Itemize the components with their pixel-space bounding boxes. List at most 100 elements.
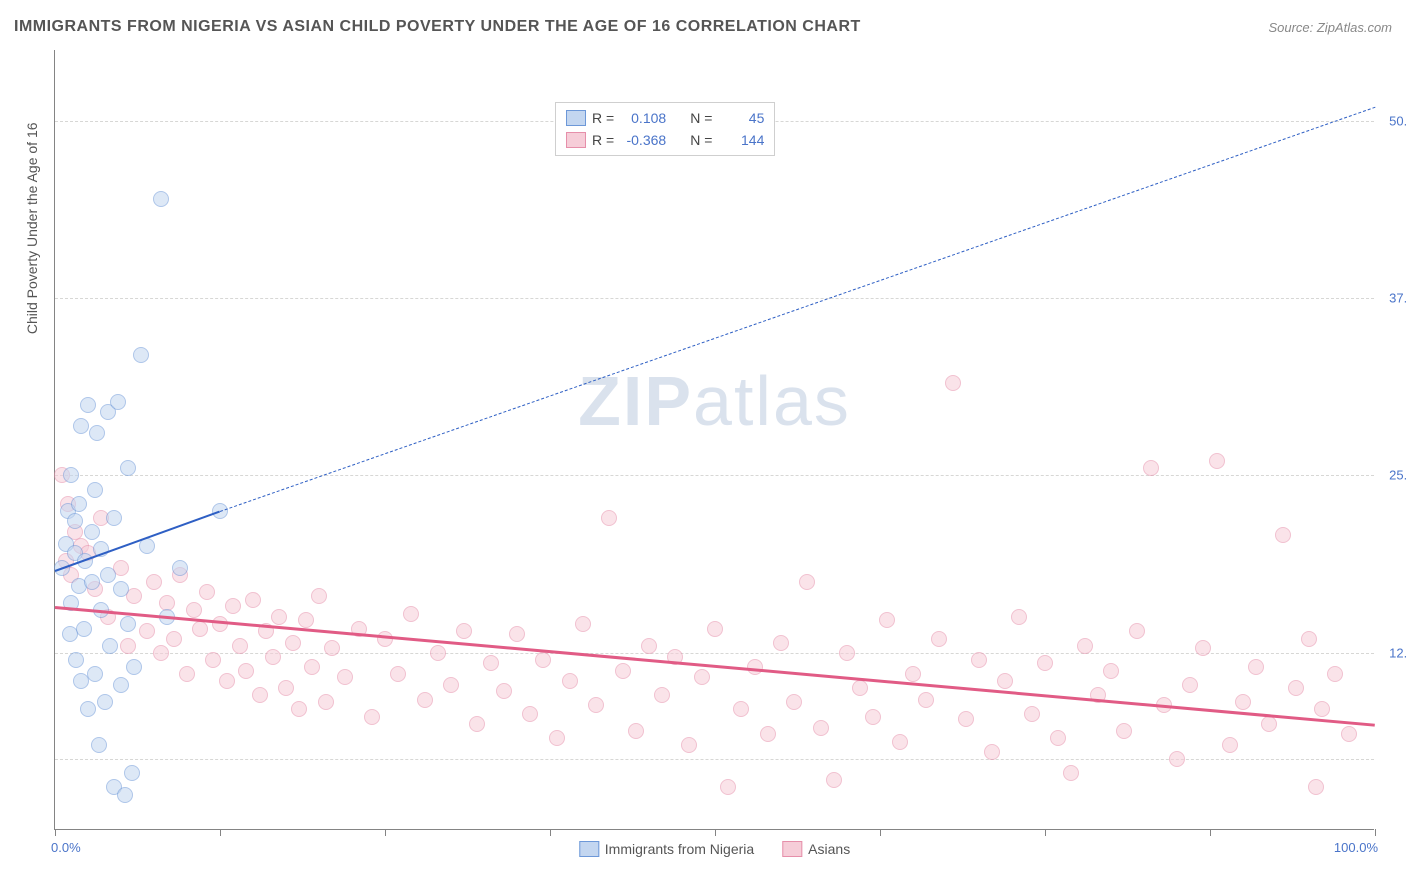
legend-r-label: R = xyxy=(592,110,614,126)
data-point xyxy=(852,680,868,696)
data-point xyxy=(1182,677,1198,693)
data-point xyxy=(681,737,697,753)
data-point xyxy=(945,375,961,391)
data-point xyxy=(252,687,268,703)
legend-n-label: N = xyxy=(690,110,712,126)
data-point xyxy=(139,538,155,554)
data-point xyxy=(390,666,406,682)
data-point xyxy=(324,640,340,656)
x-tick-label: 100.0% xyxy=(1334,840,1378,855)
data-point xyxy=(89,425,105,441)
data-point xyxy=(1024,706,1040,722)
y-tick-label: 12.5% xyxy=(1376,645,1406,660)
legend-swatch xyxy=(579,841,599,857)
data-point xyxy=(430,645,446,661)
y-tick-label: 25.0% xyxy=(1376,468,1406,483)
x-tick-label: 0.0% xyxy=(51,840,81,855)
x-tick xyxy=(55,829,56,836)
data-point xyxy=(654,687,670,703)
data-point xyxy=(113,677,129,693)
y-axis-label: Child Poverty Under the Age of 16 xyxy=(24,122,40,334)
legend-n-value: 45 xyxy=(718,110,764,126)
scatter-plot-area: ZIPatlas 12.5%25.0%37.5%50.0%0.0%100.0%R… xyxy=(54,50,1374,830)
data-point xyxy=(892,734,908,750)
data-point xyxy=(562,673,578,689)
data-point xyxy=(760,726,776,742)
data-point xyxy=(509,626,525,642)
data-point xyxy=(575,616,591,632)
data-point xyxy=(1327,666,1343,682)
data-point xyxy=(120,460,136,476)
data-point xyxy=(117,787,133,803)
data-point xyxy=(469,716,485,732)
legend-swatch xyxy=(566,110,586,126)
title-bar: IMMIGRANTS FROM NIGERIA VS ASIAN CHILD P… xyxy=(14,18,1392,36)
data-point xyxy=(84,574,100,590)
data-point xyxy=(1143,460,1159,476)
watermark-light: atlas xyxy=(693,362,851,440)
x-tick xyxy=(220,829,221,836)
data-point xyxy=(225,598,241,614)
data-point xyxy=(133,347,149,363)
legend-r-value: 0.108 xyxy=(620,110,666,126)
series-legend-item: Immigrants from Nigeria xyxy=(579,841,754,857)
data-point xyxy=(153,191,169,207)
data-point xyxy=(205,652,221,668)
x-tick xyxy=(550,829,551,836)
data-point xyxy=(153,645,169,661)
x-tick xyxy=(880,829,881,836)
correlation-legend: R = 0.108 N = 45 R =-0.368N =144 xyxy=(555,102,775,156)
data-point xyxy=(91,737,107,753)
data-point xyxy=(879,612,895,628)
data-point xyxy=(443,677,459,693)
data-point xyxy=(80,397,96,413)
data-point xyxy=(997,673,1013,689)
watermark: ZIPatlas xyxy=(578,361,851,441)
data-point xyxy=(1248,659,1264,675)
data-point xyxy=(483,655,499,671)
data-point xyxy=(417,692,433,708)
data-point xyxy=(245,592,261,608)
data-point xyxy=(707,621,723,637)
data-point xyxy=(799,574,815,590)
data-point xyxy=(1209,453,1225,469)
data-point xyxy=(192,621,208,637)
data-point xyxy=(1011,609,1027,625)
data-point xyxy=(364,709,380,725)
data-point xyxy=(120,616,136,632)
data-point xyxy=(271,609,287,625)
data-point xyxy=(199,584,215,600)
data-point xyxy=(219,673,235,689)
data-point xyxy=(1301,631,1317,647)
watermark-bold: ZIP xyxy=(578,362,693,440)
data-point xyxy=(63,467,79,483)
data-point xyxy=(1235,694,1251,710)
data-point xyxy=(106,510,122,526)
data-point xyxy=(615,663,631,679)
data-point xyxy=(535,652,551,668)
legend-row: R =-0.368N =144 xyxy=(566,129,764,151)
data-point xyxy=(304,659,320,675)
legend-r-label: R = xyxy=(592,132,614,148)
data-point xyxy=(813,720,829,736)
data-point xyxy=(601,510,617,526)
x-tick xyxy=(1210,829,1211,836)
source-attribution: Source: ZipAtlas.com xyxy=(1268,20,1392,35)
data-point xyxy=(984,744,1000,760)
trend-line xyxy=(220,107,1375,512)
data-point xyxy=(311,588,327,604)
data-point xyxy=(641,638,657,654)
data-point xyxy=(179,666,195,682)
data-point xyxy=(1050,730,1066,746)
legend-n-label: N = xyxy=(690,132,712,148)
data-point xyxy=(694,669,710,685)
x-tick xyxy=(1375,829,1376,836)
data-point xyxy=(456,623,472,639)
data-point xyxy=(102,638,118,654)
legend-row: R = 0.108 N = 45 xyxy=(566,107,764,129)
series-name: Asians xyxy=(808,841,850,857)
data-point xyxy=(124,765,140,781)
data-point xyxy=(403,606,419,622)
y-tick-label: 37.5% xyxy=(1376,291,1406,306)
data-point xyxy=(773,635,789,651)
